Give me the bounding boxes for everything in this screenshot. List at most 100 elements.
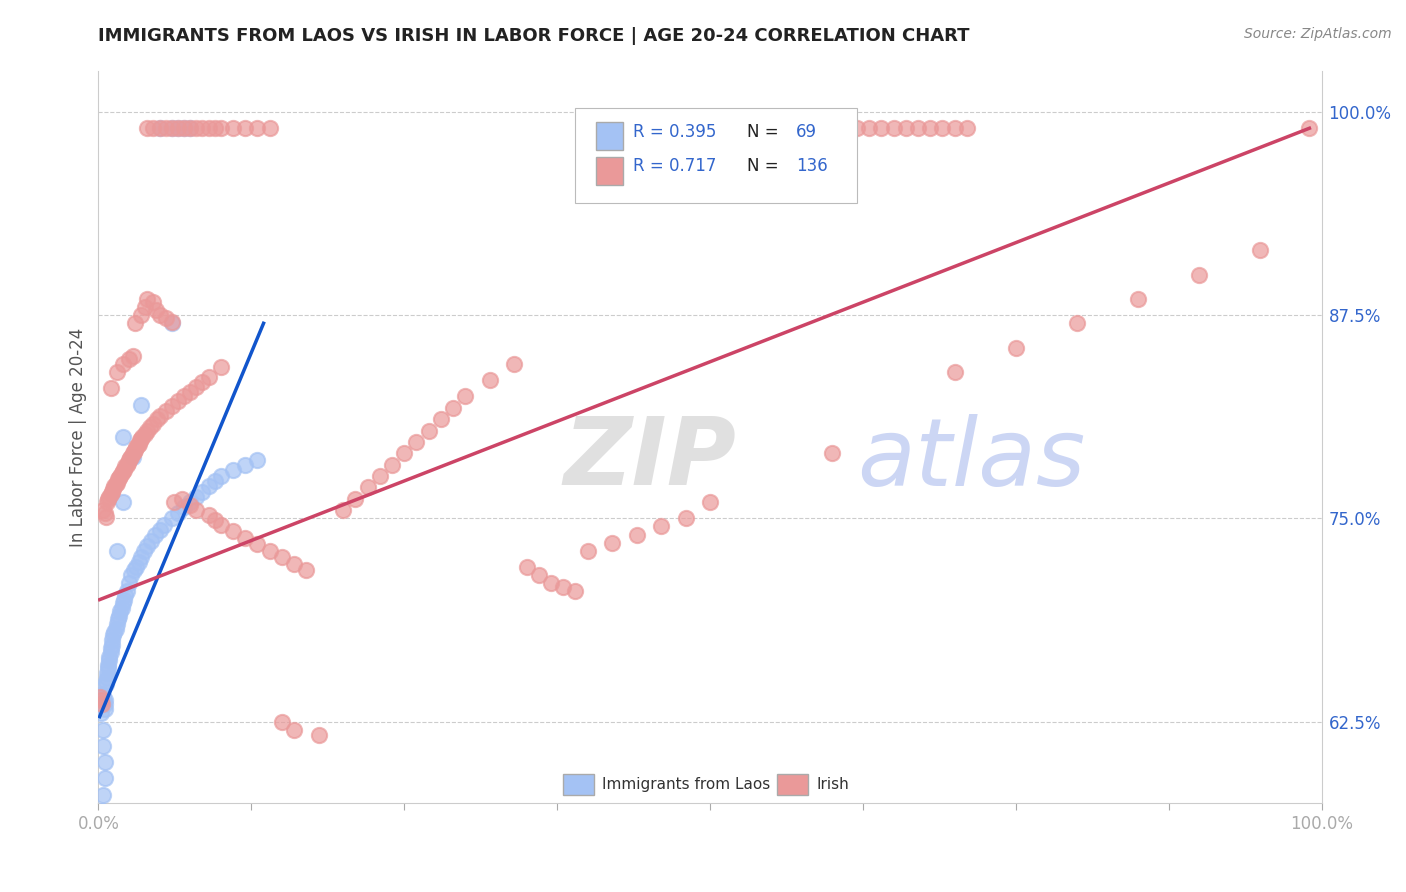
Point xyxy=(93,701,115,715)
Point xyxy=(91,690,114,705)
Point xyxy=(93,755,115,769)
Point xyxy=(392,446,416,460)
Point xyxy=(136,424,159,438)
Point xyxy=(94,677,117,691)
Point xyxy=(179,121,201,136)
Point xyxy=(675,511,697,525)
Point xyxy=(101,633,124,648)
Point xyxy=(110,469,132,483)
Point xyxy=(149,523,172,537)
Point xyxy=(1298,121,1320,136)
Point xyxy=(209,121,232,136)
Point xyxy=(107,612,129,626)
Point xyxy=(91,691,114,706)
Point xyxy=(103,625,125,640)
Point xyxy=(97,661,120,675)
Point xyxy=(91,697,114,711)
Point xyxy=(117,456,139,470)
Point xyxy=(129,308,152,322)
Text: R = 0.395: R = 0.395 xyxy=(633,123,716,141)
Point xyxy=(121,446,143,460)
Point xyxy=(111,357,134,371)
Point xyxy=(111,596,134,610)
Text: Immigrants from Laos: Immigrants from Laos xyxy=(602,777,770,792)
Point xyxy=(153,517,176,532)
FancyBboxPatch shape xyxy=(778,773,808,796)
Point xyxy=(834,121,856,136)
Point xyxy=(120,451,142,466)
Point xyxy=(167,507,190,521)
Point xyxy=(772,121,794,136)
Point xyxy=(233,531,256,545)
Text: 69: 69 xyxy=(796,123,817,141)
Point xyxy=(160,511,183,525)
Point xyxy=(149,121,172,136)
Point xyxy=(136,121,159,136)
Point xyxy=(170,491,193,506)
Point xyxy=(91,503,114,517)
Point xyxy=(93,507,115,521)
Point xyxy=(186,121,208,136)
Point xyxy=(93,697,115,711)
Point xyxy=(103,479,125,493)
Point xyxy=(124,316,146,330)
Point xyxy=(797,121,820,136)
Point xyxy=(134,426,156,441)
Point xyxy=(246,453,269,467)
Point xyxy=(111,464,134,478)
Point xyxy=(295,563,318,577)
Text: ZIP: ZIP xyxy=(564,413,737,505)
Text: IMMIGRANTS FROM LAOS VS IRISH IN LABOR FORCE | AGE 20-24 CORRELATION CHART: IMMIGRANTS FROM LAOS VS IRISH IN LABOR F… xyxy=(98,27,970,45)
Point xyxy=(478,373,501,387)
Point xyxy=(136,539,159,553)
Point xyxy=(167,394,190,409)
Point xyxy=(186,490,208,504)
Point xyxy=(576,544,599,558)
Point xyxy=(907,121,929,136)
Point xyxy=(308,727,330,741)
Point xyxy=(179,121,201,136)
Point xyxy=(101,485,124,500)
Point xyxy=(167,121,190,136)
Point xyxy=(167,121,190,136)
Point xyxy=(246,121,269,136)
Point xyxy=(125,440,148,454)
Point xyxy=(191,375,214,389)
Point xyxy=(191,121,214,136)
Point xyxy=(821,446,844,460)
Point xyxy=(100,381,122,395)
Text: 136: 136 xyxy=(796,158,827,176)
Point xyxy=(112,462,135,476)
Text: Source: ZipAtlas.com: Source: ZipAtlas.com xyxy=(1244,27,1392,41)
Point xyxy=(129,398,152,412)
Point xyxy=(515,560,537,574)
Point xyxy=(111,600,134,615)
Point xyxy=(139,420,162,434)
Point xyxy=(283,557,305,571)
Point xyxy=(222,462,245,476)
Point xyxy=(454,389,477,403)
Point xyxy=(821,121,844,136)
Point xyxy=(108,608,131,623)
Point xyxy=(111,430,134,444)
Point xyxy=(197,508,219,522)
Point xyxy=(870,121,893,136)
Point xyxy=(114,459,136,474)
Text: R = 0.717: R = 0.717 xyxy=(633,158,716,176)
Point xyxy=(186,380,208,394)
Point xyxy=(155,121,177,136)
Point xyxy=(943,121,966,136)
Point xyxy=(145,303,167,318)
Point xyxy=(132,544,155,558)
Point xyxy=(101,628,124,642)
Point xyxy=(104,477,127,491)
Point xyxy=(112,592,135,607)
Point xyxy=(143,527,166,541)
Point xyxy=(94,673,117,688)
Point xyxy=(155,404,177,418)
Point xyxy=(111,495,134,509)
Point xyxy=(883,121,905,136)
Point xyxy=(197,479,219,493)
Point xyxy=(107,472,129,486)
Point xyxy=(233,458,256,472)
